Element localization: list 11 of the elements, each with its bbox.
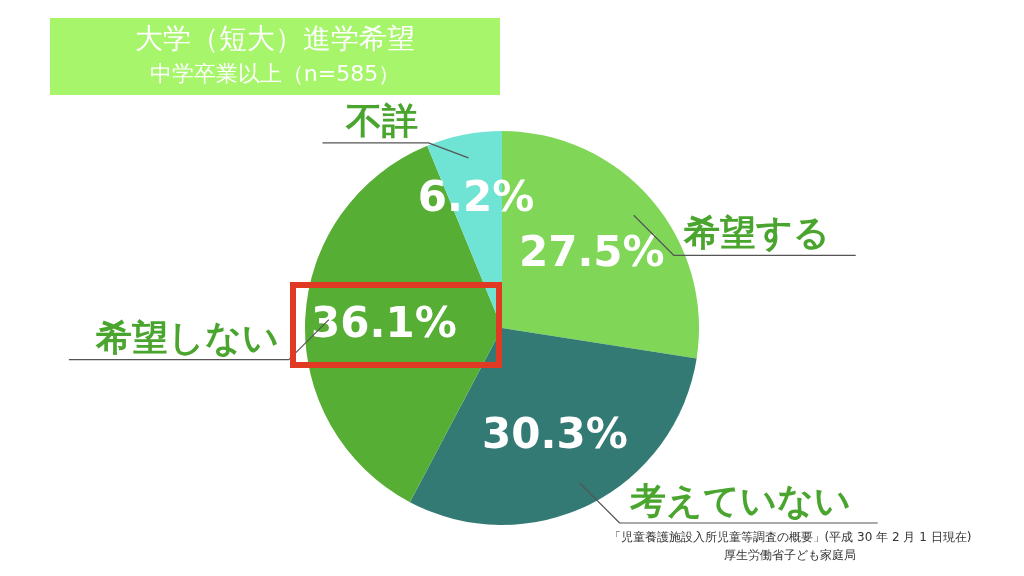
- slice-label: 希望する: [682, 212, 830, 254]
- data-label: 30.3%: [482, 409, 628, 459]
- text: 「児童養護施設入所児童等調査の概要」(平成 30 年 2 月 1 日現在): [607, 529, 973, 546]
- slice-label: 考えていない: [628, 479, 851, 521]
- chart-subtitle: 中学卒業以上（n=585）: [148, 60, 402, 88]
- data-label: 27.5%: [518, 226, 665, 276]
- text: 厚生労働省子ども家庭局: [723, 547, 857, 564]
- chart-title: 大学（短大）進学希望: [134, 21, 416, 57]
- slice-label: 希望しない: [94, 316, 279, 358]
- data-label: 36.1%: [311, 297, 457, 347]
- slice-label: 不詳: [345, 99, 419, 141]
